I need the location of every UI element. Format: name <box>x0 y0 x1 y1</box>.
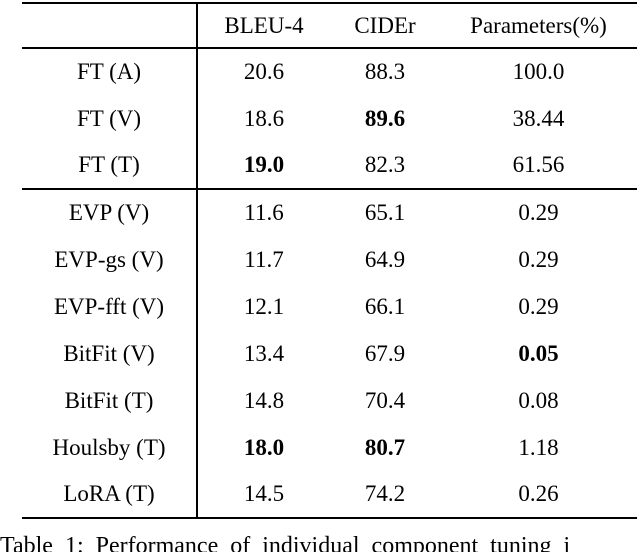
row-label: BitFit (T) <box>22 377 198 424</box>
value-cell: 18.6 <box>243 105 285 131</box>
table-row: Houlsby (T) 18.0 80.7 1.18 <box>22 424 637 471</box>
column-header-parameters: Parameters(%) <box>440 3 637 49</box>
value-cell: 0.29 <box>440 188 637 236</box>
header-row: BLEU-4 CIDEr Parameters(%) <box>22 3 637 49</box>
header-corner-cell <box>22 3 198 49</box>
value-cell: 11.6 <box>197 188 330 236</box>
row-label: FT (A) <box>22 48 198 95</box>
row-label: EVP-fft (V) <box>22 283 198 330</box>
table-row: FT (T) 19.0 82.3 61.56 <box>22 142 637 189</box>
row-label: FT (T) <box>22 142 198 189</box>
value-cell: 19.0 <box>243 152 285 177</box>
value-cell: 82.3 <box>364 152 406 177</box>
row-label: LoRA (T) <box>22 471 198 518</box>
results-table: BLEU-4 CIDEr Parameters(%) FT (A) 20.6 88.… <box>22 2 637 519</box>
value-cell: 14.5 <box>243 481 285 506</box>
table-row: EVP-gs (V) 11.7 64.9 0.29 <box>22 236 637 283</box>
value-cell: 65.1 <box>330 188 440 236</box>
table-caption: Table 1: Performance of individual compo… <box>0 533 571 552</box>
value-cell: 18.0 <box>243 434 285 460</box>
value-cell: 67.9 <box>364 340 406 366</box>
value-cell: 0.26 <box>518 481 559 506</box>
value-cell: 38.44 <box>512 105 565 131</box>
table-row: EVP-fft (V) 12.1 66.1 0.29 <box>22 283 637 330</box>
value-cell: 66.1 <box>364 293 406 319</box>
column-header-bleu4: BLEU-4 <box>197 3 330 49</box>
table-row: FT (A) 20.6 88.3 100.0 <box>22 48 637 95</box>
value-cell: 13.4 <box>243 340 285 366</box>
table-header: BLEU-4 CIDEr Parameters(%) <box>22 3 637 49</box>
value-cell: 80.7 <box>364 434 406 460</box>
value-cell: 0.29 <box>518 246 559 272</box>
row-label: EVP-gs (V) <box>22 236 198 283</box>
row-label: EVP (V) <box>22 188 198 236</box>
table-group-peft: EVP (V) 11.6 65.1 0.29 EVP-gs (V) 11.7 64.9 0.2… <box>22 188 637 518</box>
table-row: FT (V) 18.6 89.6 38.44 <box>22 95 637 142</box>
row-label: Houlsby (T) <box>22 424 198 471</box>
value-cell: 100.0 <box>512 59 565 84</box>
value-cell: 20.6 <box>243 59 285 84</box>
table-row: LoRA (T) 14.5 74.2 0.26 <box>22 471 637 518</box>
value-cell: 64.9 <box>364 246 406 272</box>
value-cell: 74.2 <box>364 481 406 506</box>
value-cell: 0.08 <box>518 387 559 413</box>
value-cell: 0.29 <box>518 293 559 319</box>
table-row: BitFit (V) 13.4 67.9 0.05 <box>22 330 637 377</box>
table-group-finetune: FT (A) 20.6 88.3 100.0 FT (V) 18.6 89.6 38.44 FT… <box>22 48 637 189</box>
value-cell: 88.3 <box>364 59 406 84</box>
value-cell: 14.8 <box>243 387 285 413</box>
table-row: BitFit (T) 14.8 70.4 0.08 <box>22 377 637 424</box>
column-header-cider: CIDEr <box>330 3 440 49</box>
value-cell: 0.05 <box>518 340 559 366</box>
value-cell: 70.4 <box>364 387 406 413</box>
value-cell: 89.6 <box>364 105 406 131</box>
value-cell: 61.56 <box>512 152 565 177</box>
value-cell: 11.7 <box>244 246 284 272</box>
table-row: EVP (V) 11.6 65.1 0.29 <box>22 188 637 236</box>
value-cell: 12.1 <box>243 293 285 319</box>
value-cell: 1.18 <box>518 434 559 460</box>
row-label: BitFit (V) <box>22 330 198 377</box>
row-label: FT (V) <box>22 95 198 142</box>
